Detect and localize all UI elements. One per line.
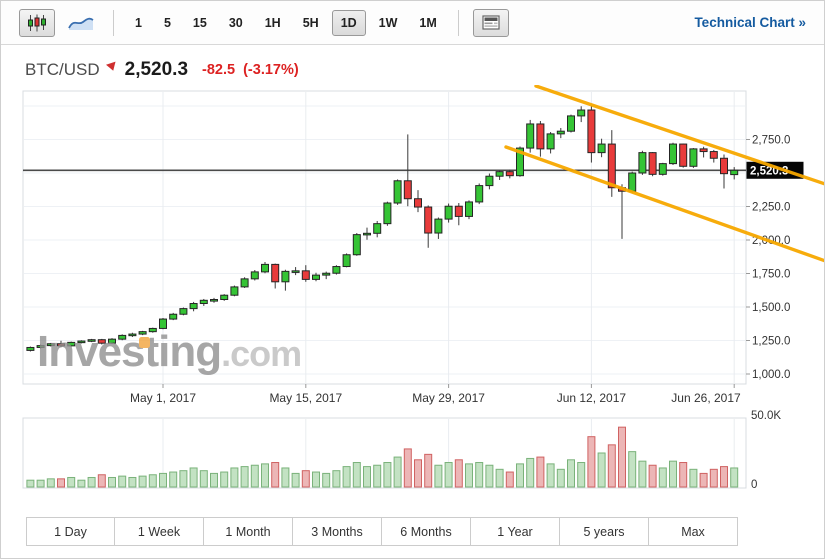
svg-text:1,000.0: 1,000.0	[752, 369, 790, 381]
range-5-years[interactable]: 5 years	[560, 517, 649, 546]
chart-svg: Investing.com2,750.02,250.02,000.01,750.…	[22, 84, 825, 491]
interval-1h[interactable]: 1H	[264, 15, 281, 30]
watermark-dot-icon	[139, 337, 150, 348]
technical-chart-label: Technical Chart	[694, 15, 795, 30]
last-price: 2,520.3	[124, 59, 189, 80]
trendline-lower-channel[interactable]	[504, 145, 825, 263]
interval-1d[interactable]: 1D	[331, 9, 366, 36]
svg-text:1,500.0: 1,500.0	[752, 302, 790, 314]
svg-text:50.0K: 50.0K	[751, 410, 781, 422]
interval-buttons: 1 5 15 30 1H 5H 1D 1W 1M	[124, 9, 448, 36]
interval-1[interactable]: 1	[135, 15, 142, 30]
range-1-month[interactable]: 1 Month	[204, 517, 293, 546]
news-panel-icon	[482, 15, 500, 30]
range-1-week[interactable]: 1 Week	[115, 517, 204, 546]
watermark: Investing.com	[37, 327, 302, 376]
volume-axis-labels: 50.0K 0	[751, 410, 781, 491]
x-axis-labels: May 1, 2017 May 15, 2017 May 29, 2017 Jun 1…	[130, 384, 741, 405]
range-1-day[interactable]: 1 Day	[26, 517, 115, 546]
interval-5h[interactable]: 5H	[302, 15, 319, 30]
chevron-right-icon: »	[798, 15, 806, 30]
range-max[interactable]: Max	[649, 517, 738, 546]
svg-text:May 1, 2017: May 1, 2017	[130, 391, 196, 405]
range-3-months[interactable]: 3 Months	[293, 517, 382, 546]
interval-1w[interactable]: 1W	[378, 15, 398, 30]
svg-text:2,750.0: 2,750.0	[752, 135, 790, 147]
last-price-tag: 2,520.3	[746, 161, 804, 179]
trendline-upper-channel[interactable]	[534, 84, 825, 186]
candles	[26, 106, 739, 352]
news-panel-button[interactable]	[472, 8, 509, 37]
svg-text:Jun 12, 2017: Jun 12, 2017	[557, 391, 627, 405]
svg-text:May 29, 2017: May 29, 2017	[412, 391, 485, 405]
svg-text:2,250.0: 2,250.0	[752, 202, 790, 214]
price-change-percent: (-3.17%)	[243, 62, 299, 78]
technical-chart-link[interactable]: Technical Chart »	[694, 15, 806, 30]
svg-text:Investing.com: Investing.com	[37, 327, 301, 376]
toolbar-separator	[113, 9, 114, 36]
toolbar-separator-2	[457, 9, 459, 36]
toolbar: 1 5 15 30 1H 5H 1D 1W 1M Technical Chart »	[1, 1, 824, 45]
range-1-year[interactable]: 1 Year	[471, 517, 560, 546]
interval-30[interactable]: 30	[228, 15, 243, 30]
line-chart-button[interactable]	[63, 9, 99, 37]
price-header: BTC/USD 2,520.3 -82.5 (-3.17%)	[1, 45, 824, 85]
range-buttons: 1 Day 1 Week 1 Month 3 Months 6 Months 1 Year…	[26, 517, 824, 546]
svg-text:May 15, 2017: May 15, 2017	[269, 391, 342, 405]
symbol-label: BTC/USD	[25, 60, 100, 79]
svg-text:1,750.0: 1,750.0	[752, 269, 790, 281]
svg-text:1,250.0: 1,250.0	[752, 336, 790, 348]
interval-15[interactable]: 15	[192, 15, 207, 30]
svg-text:Jun 26, 2017: Jun 26, 2017	[671, 391, 741, 405]
line-chart-icon	[68, 17, 94, 30]
candlestick-chart-button[interactable]	[19, 8, 55, 37]
svg-text:0: 0	[751, 479, 757, 491]
price-change: -82.5	[202, 62, 236, 78]
down-arrow-icon	[105, 61, 118, 73]
volume-bars	[26, 426, 739, 488]
interval-1m[interactable]: 1M	[419, 15, 437, 30]
candlestick-icon	[28, 14, 46, 31]
price-chart-canvas[interactable]: Investing.com2,750.02,250.02,000.01,750.…	[1, 84, 825, 517]
range-6-months[interactable]: 6 Months	[382, 517, 471, 546]
interval-5[interactable]: 5	[163, 15, 171, 30]
